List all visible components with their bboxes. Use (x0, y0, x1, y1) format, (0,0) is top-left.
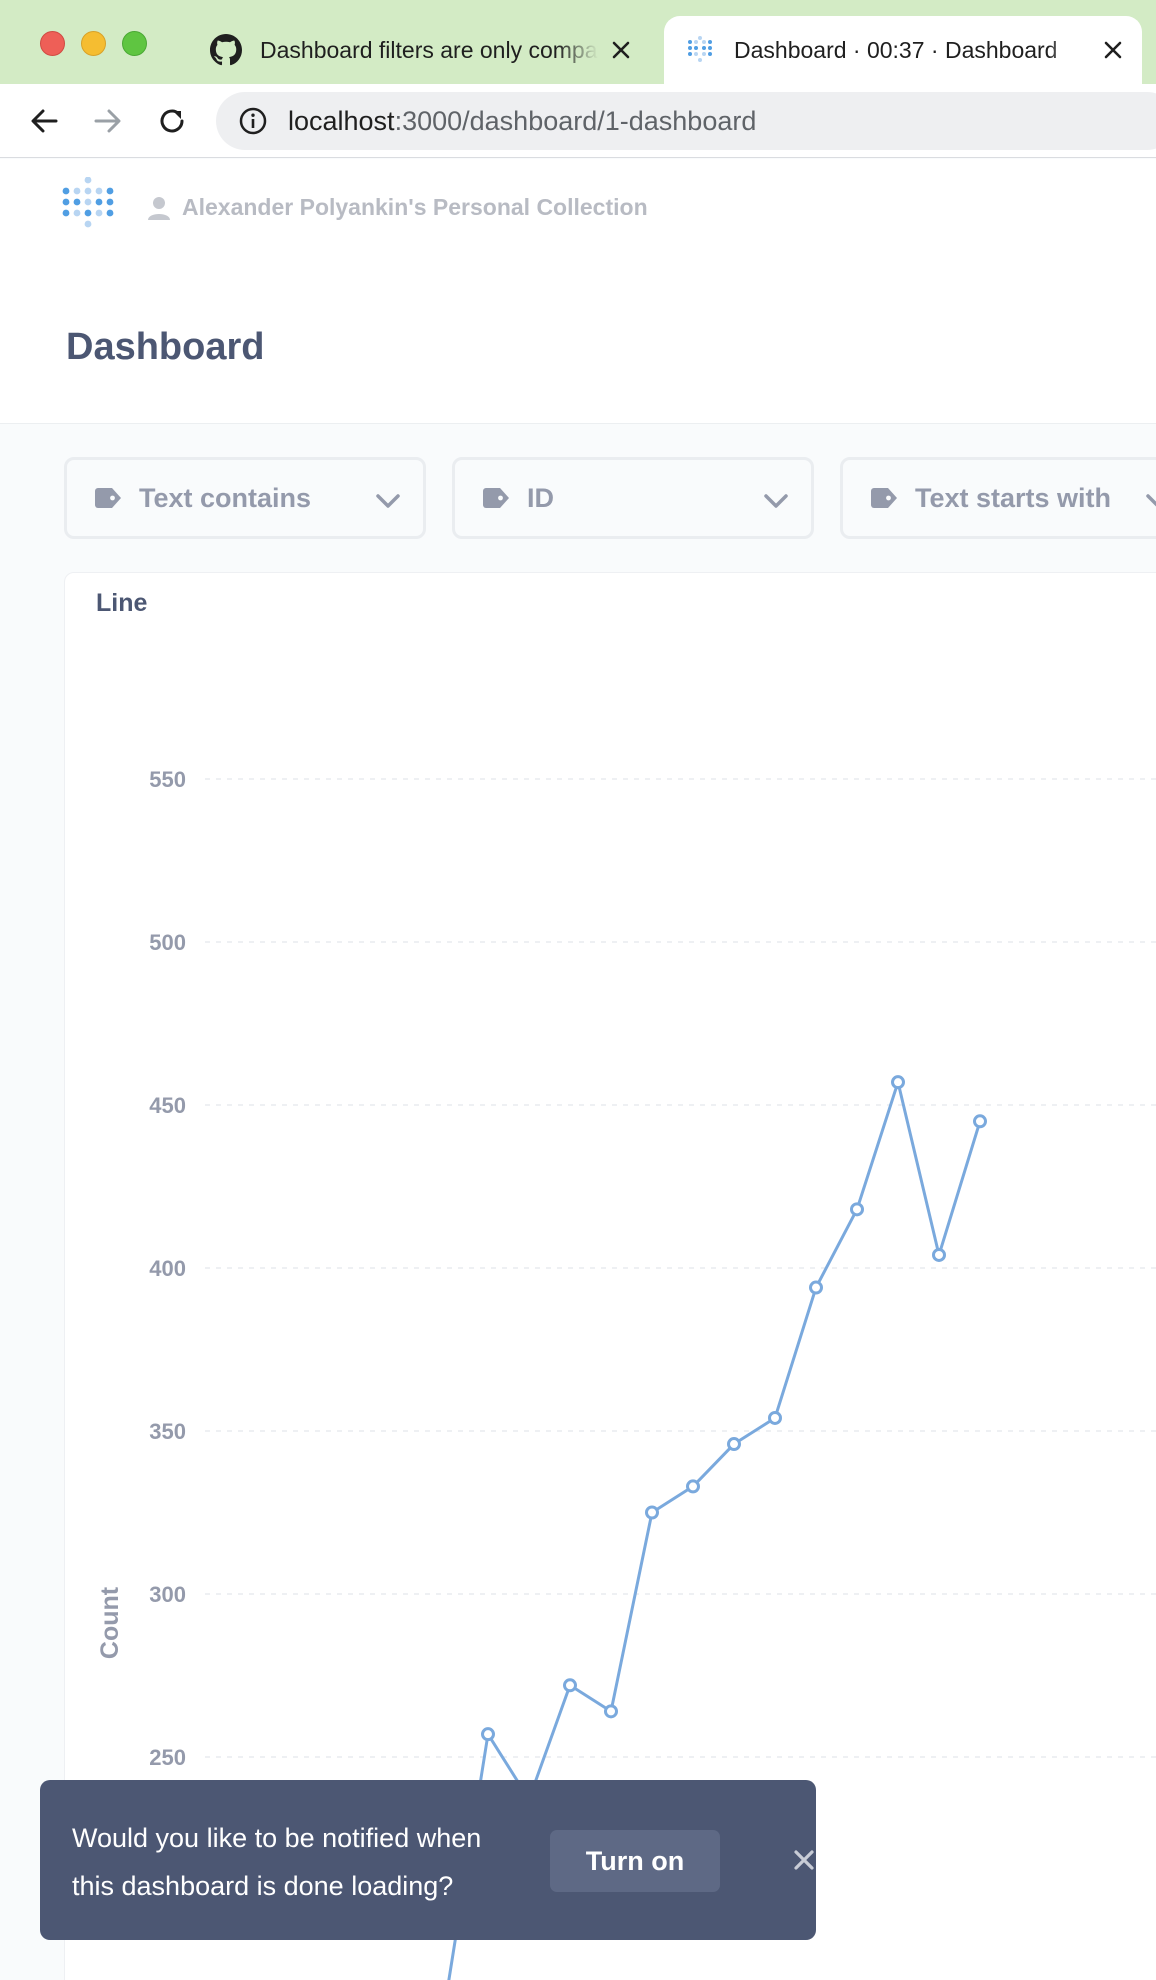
forward-button[interactable] (88, 101, 128, 141)
data-point (686, 1479, 700, 1494)
arrow-right-icon (94, 109, 121, 133)
data-point (481, 1727, 495, 1742)
data-point (973, 1114, 987, 1129)
y-tick-label: 500 (149, 930, 186, 955)
chevron-down-icon (376, 494, 400, 508)
data-point (604, 1704, 618, 1719)
data-point (932, 1247, 946, 1262)
collection-name: Alexander Polyankin's Personal Collectio… (182, 194, 648, 220)
info-icon[interactable] (238, 106, 268, 136)
y-tick-label: 400 (149, 1256, 186, 1281)
filter-label: Text starts with (915, 482, 1112, 513)
close-icon[interactable] (606, 35, 636, 65)
browser-tab-bar: Dashboard filters are only compatible wi… (0, 0, 1156, 84)
back-button[interactable] (24, 101, 64, 141)
close-icon[interactable] (784, 1840, 824, 1880)
card-title[interactable]: Line (96, 589, 148, 617)
chevron-down-icon (764, 494, 788, 508)
person-icon (148, 196, 170, 220)
browser-tab-dashboard[interactable]: Dashboard · 00:37 · Dashboard (664, 16, 1142, 84)
filter-label: Text contains (139, 482, 312, 513)
turn-on-button[interactable]: Turn on (550, 1830, 720, 1892)
toast-message: Would you like to be notified when this … (72, 1823, 482, 1901)
line-chart: 250 300 350 400 450 500 550 Count (96, 767, 1156, 1980)
tag-icon (95, 488, 121, 508)
chevron-down-icon (1146, 494, 1156, 507)
github-icon (210, 34, 242, 66)
page-title[interactable]: Dashboard (66, 326, 265, 368)
y-axis-title: Count (96, 1586, 124, 1659)
y-tick-label: 250 (149, 1745, 186, 1770)
url-host: localhost (288, 105, 395, 136)
data-point (563, 1678, 577, 1693)
window-minimize-button[interactable] (81, 31, 106, 56)
dashcard-line: Line 250 300 350 400 450 500 550 Count (64, 572, 1156, 1980)
metabase-logo-icon[interactable] (62, 177, 114, 241)
filter-id[interactable]: ID (452, 457, 814, 539)
browser-toolbar: localhost:3000/dashboard/1-dashboard (0, 84, 1156, 158)
data-point (645, 1505, 659, 1520)
address-bar[interactable]: localhost:3000/dashboard/1-dashboard (216, 92, 1156, 150)
data-point (891, 1075, 905, 1090)
data-point (809, 1280, 823, 1295)
tag-icon (483, 488, 509, 508)
metabase-icon (688, 36, 712, 62)
window-close-button[interactable] (40, 31, 65, 56)
notification-toast: Would you like to be notified when this … (40, 1780, 816, 1940)
tab-title: Dashboard filters are only compatible wi… (260, 36, 598, 63)
window-zoom-button[interactable] (122, 31, 147, 56)
y-tick-label: 350 (149, 1419, 186, 1444)
y-tick-label: 550 (149, 767, 186, 792)
breadcrumb[interactable]: Alexander Polyankin's Personal Collectio… (148, 194, 648, 221)
y-tick-label: 300 (149, 1582, 186, 1607)
dashboard-header: Alexander Polyankin's Personal Collectio… (0, 159, 1156, 424)
filter-text-starts-with[interactable]: Text starts with (840, 457, 1156, 539)
tag-icon (871, 488, 897, 508)
arrow-left-icon (31, 109, 58, 133)
close-icon[interactable] (1098, 35, 1128, 65)
reload-icon (160, 109, 184, 133)
filter-text-contains[interactable]: Text contains (64, 457, 426, 539)
data-point (727, 1437, 741, 1452)
filter-label: ID (527, 482, 554, 513)
url-text: localhost:3000/dashboard/1-dashboard (288, 106, 756, 137)
tab-title: Dashboard · 00:37 · Dashboard (734, 36, 1058, 63)
data-point (768, 1410, 782, 1425)
url-path: :3000/dashboard/1-dashboard (394, 105, 757, 136)
y-tick-label: 450 (149, 1093, 186, 1118)
data-point (850, 1202, 864, 1217)
reload-button[interactable] (152, 101, 192, 141)
browser-tab-github[interactable]: Dashboard filters are only compatible wi… (190, 16, 650, 84)
